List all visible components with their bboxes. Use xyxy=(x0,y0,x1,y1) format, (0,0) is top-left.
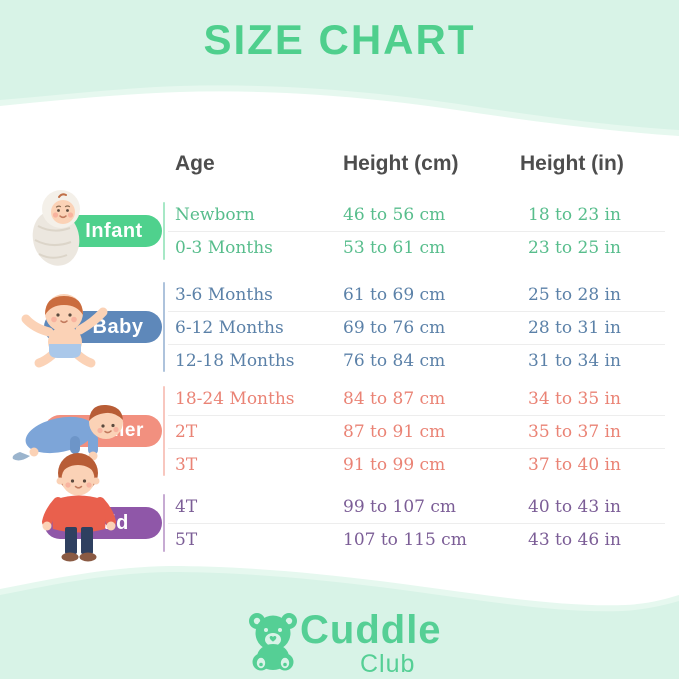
brand-subname: Club xyxy=(360,650,416,678)
cell-height_cm: 46 to 56 cm xyxy=(343,205,446,225)
table-row: 5T 107 to 115 cm 43 to 46 in xyxy=(168,523,665,556)
group-divider-line xyxy=(163,202,165,260)
sitting-baby-illustration-icon xyxy=(21,294,108,368)
column-header-age: Age xyxy=(175,152,215,175)
cell-height_cm: 76 to 84 cm xyxy=(343,351,446,371)
group-rows: 3-6 Months 61 to 69 cm 25 to 28 in 6-12 Mon… xyxy=(168,279,665,375)
brand-name: Cuddle xyxy=(300,608,442,652)
crawling-toddler-illustration-icon xyxy=(12,404,123,461)
table-row: 18-24 Months 84 to 87 cm 34 to 35 in xyxy=(168,383,665,415)
group-rows: 18-24 Months 84 to 87 cm 34 to 35 in 2T 87 t… xyxy=(168,383,665,479)
table-row: 6-12 Months 69 to 76 cm 28 to 31 in xyxy=(168,311,665,344)
group-rows: 4T 99 to 107 cm 40 to 43 in 5T 107 to 115 cm… xyxy=(168,491,665,555)
standing-kid-illustration-icon xyxy=(42,453,116,562)
cell-age: 2T xyxy=(175,422,198,442)
page-title: SIZE CHART xyxy=(203,16,476,63)
table-row: 3-6 Months 61 to 69 cm 25 to 28 in xyxy=(168,279,665,311)
table-row: 12-18 Months 76 to 84 cm 31 to 34 in xyxy=(168,344,665,377)
cell-height_cm: 87 to 91 cm xyxy=(343,422,446,442)
group-rows: Newborn 46 to 56 cm 18 to 23 in 0-3 Months 5… xyxy=(168,199,665,263)
cell-height_cm: 107 to 115 cm xyxy=(343,530,467,550)
size-group-infant: Infant Newborn 46 to 56 cm 18 to 23 in 0-3 … xyxy=(0,199,679,263)
table-row: 4T 99 to 107 cm 40 to 43 in xyxy=(168,491,665,523)
cell-height_in: 37 to 40 in xyxy=(528,455,621,475)
cell-height_in: 23 to 25 in xyxy=(528,238,621,258)
cell-height_cm: 53 to 61 cm xyxy=(343,238,446,258)
cell-height_in: 28 to 31 in xyxy=(528,318,621,338)
cell-height_in: 34 to 35 in xyxy=(528,389,621,409)
table-row: Newborn 46 to 56 cm 18 to 23 in xyxy=(168,199,665,231)
cell-age: 12-18 Months xyxy=(175,351,295,371)
cell-height_cm: 91 to 99 cm xyxy=(343,455,446,475)
cell-height_cm: 84 to 87 cm xyxy=(343,389,446,409)
brand-logo: Cuddle Club xyxy=(0,606,679,679)
table-row: 2T 87 to 91 cm 35 to 37 in xyxy=(168,415,665,448)
cell-height_in: 35 to 37 in xyxy=(528,422,621,442)
cell-height_in: 18 to 23 in xyxy=(528,205,621,225)
column-header-height-in: Height (in) xyxy=(520,152,624,175)
teddy-bear-icon xyxy=(249,613,297,671)
cell-age: 3-6 Months xyxy=(175,285,273,305)
cell-age: 3T xyxy=(175,455,198,475)
cell-height_in: 25 to 28 in xyxy=(528,285,621,305)
cell-age: 4T xyxy=(175,497,198,517)
group-divider-line xyxy=(163,282,165,372)
group-divider-line xyxy=(163,386,165,476)
cell-age: 18-24 Months xyxy=(175,389,295,409)
cell-age: 5T xyxy=(175,530,198,550)
swaddled-infant-illustration-icon xyxy=(32,190,80,266)
cell-height_in: 43 to 46 in xyxy=(528,530,621,550)
cell-height_cm: 69 to 76 cm xyxy=(343,318,446,338)
table-row: 3T 91 to 99 cm 37 to 40 in xyxy=(168,448,665,481)
column-header-height-cm: Height (cm) xyxy=(343,152,459,175)
cell-age: 0-3 Months xyxy=(175,238,273,258)
table-row: 0-3 Months 53 to 61 cm 23 to 25 in xyxy=(168,231,665,264)
cell-age: Newborn xyxy=(175,205,255,225)
cell-height_cm: 99 to 107 cm xyxy=(343,497,456,517)
group-divider-line xyxy=(163,494,165,552)
cell-height_in: 31 to 34 in xyxy=(528,351,621,371)
cell-height_cm: 61 to 69 cm xyxy=(343,285,446,305)
cell-height_in: 40 to 43 in xyxy=(528,497,621,517)
cell-age: 6-12 Months xyxy=(175,318,284,338)
